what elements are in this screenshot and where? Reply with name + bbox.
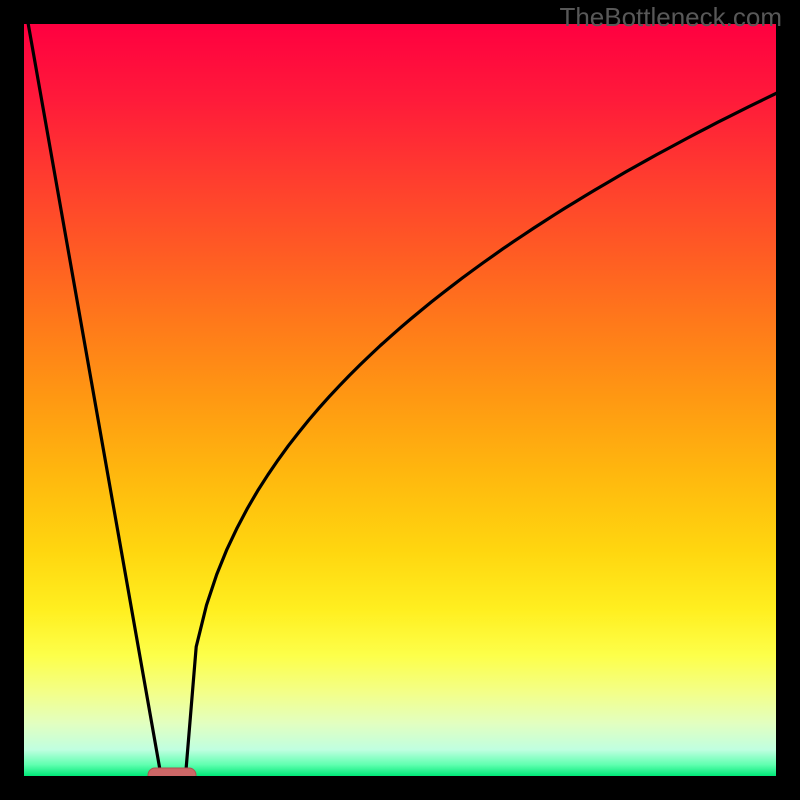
- gradient-background: [24, 24, 776, 776]
- bottleneck-chart: [0, 0, 800, 800]
- chart-frame: TheBottleneck.com: [0, 0, 800, 800]
